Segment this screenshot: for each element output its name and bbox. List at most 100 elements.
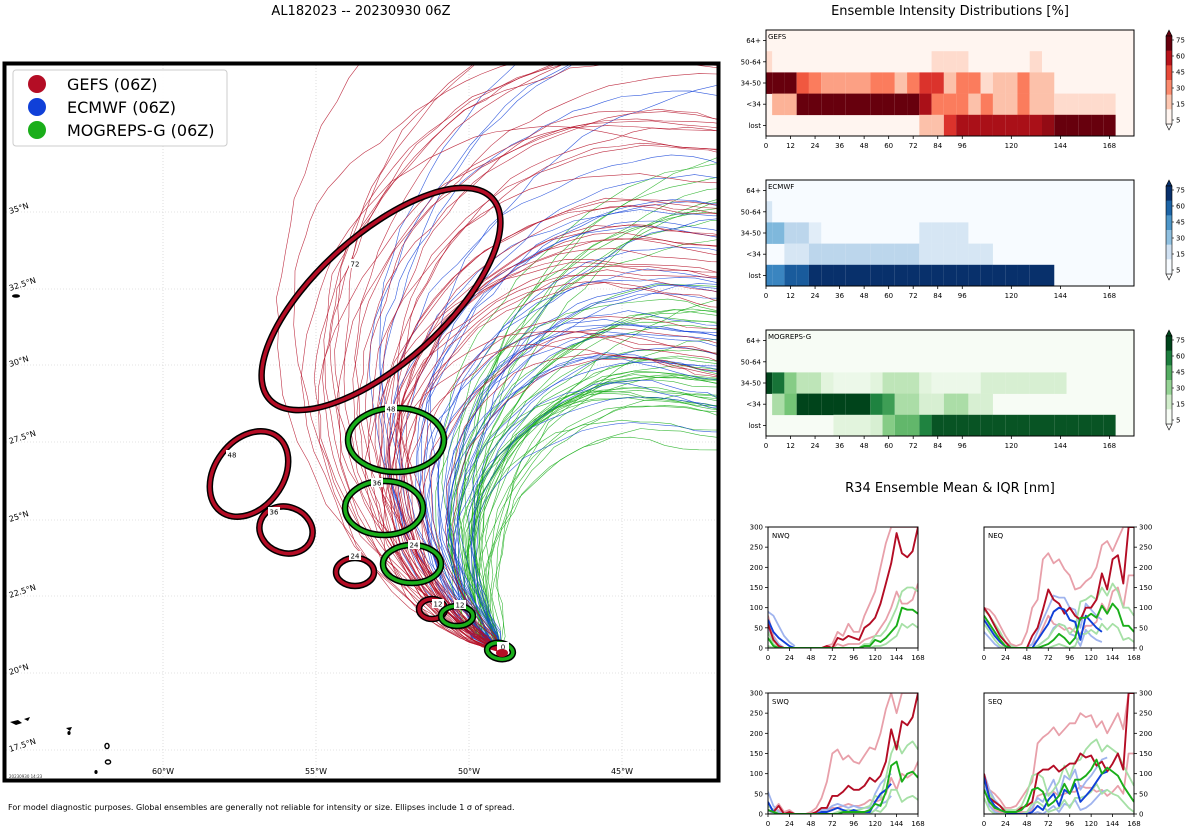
- legend-ecmwf-label: ECMWF (06Z): [67, 98, 176, 117]
- r34-ytick-label: 100: [750, 604, 763, 612]
- colorbar-segment: [1166, 350, 1172, 366]
- heatmap-cell: [919, 414, 932, 437]
- gefs-track: [329, 65, 717, 653]
- gefs-ellipse-24h-label: 24: [351, 553, 360, 561]
- heatmap-cell: [943, 72, 957, 94]
- heatmap-xtick-label: 24: [811, 142, 820, 150]
- colorbar-arrow-bottom: [1165, 273, 1173, 281]
- r34-panel-title: NEQ: [988, 532, 1004, 540]
- heatmap-cell: [919, 264, 932, 287]
- island-outline: [66, 727, 72, 731]
- heatmap-cell: [821, 243, 834, 266]
- heatmap-cell: [1066, 93, 1079, 116]
- heatmap-cell: [894, 72, 908, 94]
- heatmap-cell: [907, 243, 920, 266]
- heatmap-ecmwf: ECMWF 64+ 50-64 34-50 <34 lost 0 12 24 36 48 60 72 84…: [741, 179, 1185, 300]
- r34-xtick-label: 120: [868, 654, 881, 662]
- heatmap-cell: [931, 372, 944, 394]
- mogreps-track: [458, 201, 717, 653]
- mogreps-iqr-line: [768, 788, 918, 814]
- heatmap-cell: [882, 243, 895, 266]
- heatmap-panel-title: ECMWF: [768, 183, 794, 191]
- heatmap-cell: [870, 93, 883, 116]
- heatmap-panel-title: GEFS: [768, 33, 787, 41]
- r34-xtick-label: 96: [849, 820, 858, 828]
- heatmap-cell: [1078, 414, 1092, 437]
- heatmap-cell: [870, 372, 883, 394]
- gefs-track: [356, 111, 717, 653]
- heatmap-cell: [894, 264, 908, 287]
- heatmap-cell: [931, 414, 944, 437]
- gefs-ellipse-72h: [259, 186, 503, 412]
- intensity-heatmaps: GEFS 64+ 50-64 34-50 <34 lost 0 12 24 36 48 60 72 84 9…: [741, 29, 1185, 450]
- heatmap-gefs: GEFS 64+ 50-64 34-50 <34 lost 0 12 24 36 48 60 72 84 9…: [741, 29, 1185, 150]
- mogreps-ellipse-48h-label: 48: [387, 406, 396, 414]
- heatmap-cell: [833, 393, 846, 416]
- heatmap-row-label: <34: [746, 101, 761, 109]
- heatmap-xtick-label: 48: [860, 142, 869, 150]
- gefs-track: [382, 343, 717, 653]
- heatmap-cell: [931, 72, 944, 94]
- heatmap-cell: [968, 264, 981, 287]
- gefs-track: [300, 125, 717, 653]
- ecmwf-track: [436, 246, 717, 653]
- gefs-track: [399, 331, 717, 653]
- heatmap-cell: [772, 72, 785, 94]
- r34-ytick-label: 250: [750, 710, 763, 718]
- colorbar-tick-label: 30: [1176, 85, 1185, 93]
- mogreps-track: [485, 379, 717, 653]
- heatmap-cell: [894, 414, 908, 437]
- heatmap-cell: [821, 72, 834, 94]
- heatmap-xtick-label: 168: [1103, 442, 1116, 450]
- gefs-mean-line: [984, 527, 1134, 648]
- r34-ytick-label: 100: [1139, 604, 1152, 612]
- ecmwf-track: [426, 324, 717, 653]
- heatmap-xtick-label: 24: [811, 442, 820, 450]
- heatmap-cell: [968, 414, 981, 437]
- mogreps-ellipse-0h-label-bg: [497, 642, 509, 651]
- heatmap-cell: [980, 414, 993, 437]
- heatmap-cell: [772, 93, 785, 116]
- heatmap-cell: [796, 72, 809, 94]
- mogreps-ellipse-12h-label: 12: [456, 602, 465, 610]
- gefs-track: [367, 173, 717, 653]
- heatmap-xtick-label: 36: [835, 442, 844, 450]
- ecmwf-track: [448, 284, 717, 653]
- map-title: AL182023 -- 20230930 06Z: [271, 4, 451, 19]
- heatmap-cell: [931, 243, 944, 266]
- ecmwf-track: [471, 218, 717, 653]
- heatmap-cell: [1042, 372, 1055, 394]
- gefs-track: [403, 281, 717, 653]
- heatmap-cell: [845, 264, 858, 287]
- heatmap-cell: [858, 414, 871, 437]
- heatmap-cell: [833, 372, 846, 394]
- heatmap-cell: [1078, 114, 1092, 137]
- heatmap-xtick-label: 96: [958, 292, 967, 300]
- ecmwf-iqr-line: [768, 610, 796, 647]
- heatmap-cell: [870, 243, 883, 266]
- island-outline: [24, 717, 30, 721]
- heatmap-row-label: 50-64: [741, 58, 762, 66]
- mogreps-ellipse-24h-label-bg: [408, 540, 420, 549]
- mogreps-iqr-line: [984, 738, 1134, 811]
- heatmap-cell: [980, 393, 993, 416]
- mogreps-ellipse-0h-label: 0: [501, 644, 505, 652]
- gefs-track: [379, 199, 717, 653]
- heatmap-cell: [1017, 264, 1030, 287]
- heatmap-cell: [980, 72, 993, 94]
- footer-note: For model diagnostic purposes. Global en…: [8, 803, 515, 812]
- colorbar-segment: [1166, 186, 1172, 201]
- colorbar-segment: [1166, 365, 1172, 381]
- ecmwf-track: [454, 361, 717, 653]
- heatmap-cell: [1017, 93, 1030, 116]
- r34-xtick-label: 144: [1106, 820, 1120, 828]
- ensemble-ellipses: 72 48 48 36 36 24 24 12 12 0: [206, 184, 517, 663]
- r34-xtick-label: 48: [806, 654, 815, 662]
- heatmap-cell: [858, 72, 871, 94]
- gefs-track: [394, 204, 717, 653]
- r34-ytick-label: 150: [750, 584, 763, 592]
- heatmap-xtick-label: 96: [958, 442, 967, 450]
- heatmap-xtick-label: 144: [1054, 142, 1068, 150]
- r34-panel-title: SWQ: [772, 698, 789, 706]
- ecmwf-track: [419, 318, 717, 653]
